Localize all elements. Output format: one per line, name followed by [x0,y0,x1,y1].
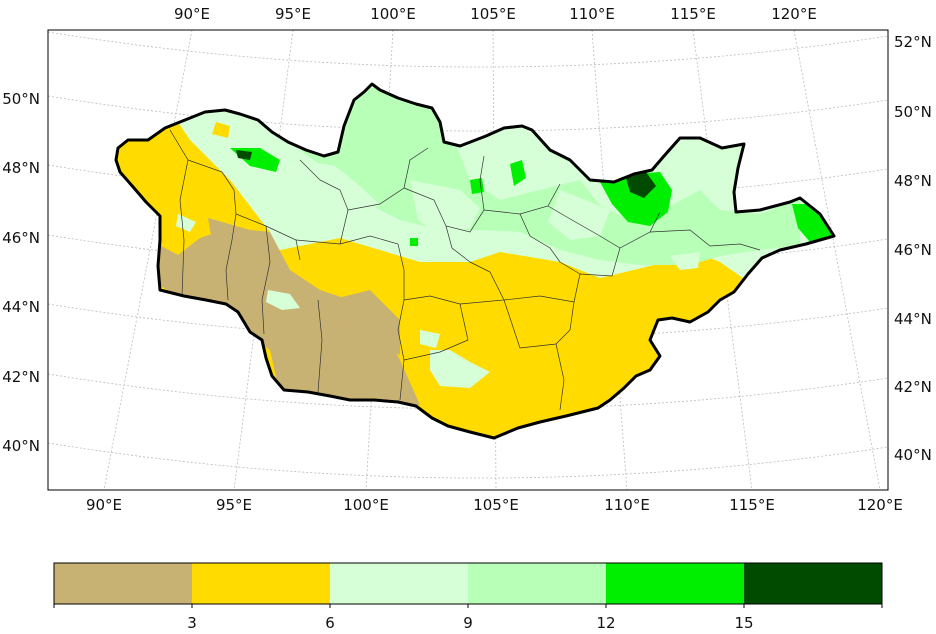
top-lon-label: 105°E [470,5,516,23]
right-lat-label: 50°N [894,103,932,121]
top-lon-label: 100°E [370,5,416,23]
bottom-lon-label: 90°E [86,496,122,514]
mongolia-border [114,82,836,440]
top-longitude-labels: 90°E 95°E 100°E 105°E 110°E 115°E 120°E [174,5,817,23]
colorbar-segment [744,563,882,604]
bottom-lon-label: 100°E [343,496,389,514]
colorbar-segment [330,563,468,604]
bottom-lon-label: 95°E [216,496,252,514]
left-lat-label: 44°N [2,298,40,316]
top-lon-label: 115°E [670,5,716,23]
left-lat-label: 40°N [2,437,40,455]
right-latitude-labels: 52°N 50°N 48°N 46°N 44°N 42°N 40°N [894,33,932,464]
left-lat-label: 48°N [2,159,40,177]
left-lat-label: 46°N [2,229,40,247]
right-lat-label: 46°N [894,241,932,259]
latitude-gridline [48,95,888,132]
colorbar-tick-label: 6 [325,614,335,632]
bottom-lon-label: 115°E [729,496,775,514]
colorbar-tick-label: 12 [596,614,615,632]
colorbar-tick-label: 9 [463,614,473,632]
colorbar: 3 6 9 12 15 [53,562,883,632]
colorbar-segment [54,563,192,604]
left-latitude-labels: 50°N 48°N 46°N 44°N 42°N 40°N [2,90,40,455]
bottom-lon-label: 110°E [604,496,650,514]
latitude-gridline [48,31,888,68]
colorbar-segment [606,563,744,604]
top-lon-label: 95°E [275,5,311,23]
colorbar-tick-label: 15 [734,614,753,632]
colorbar-segment [192,563,330,604]
top-lon-label: 90°E [174,5,210,23]
colorbar-tick-label: 3 [187,614,197,632]
bottom-lon-label: 105°E [473,496,519,514]
latitude-gridline [48,442,888,479]
meridian-gridline [492,30,497,490]
right-lat-label: 52°N [894,33,932,51]
left-lat-label: 42°N [2,368,40,386]
bottom-longitude-labels: 90°E 95°E 100°E 105°E 110°E 115°E 120°E [86,496,903,514]
bottom-lon-label: 120°E [857,496,903,514]
right-lat-label: 42°N [894,378,932,396]
right-lat-label: 48°N [894,172,932,190]
meridian-gridline [233,30,294,490]
right-lat-label: 40°N [894,446,932,464]
map-frame [47,29,889,491]
left-lat-label: 50°N [2,90,40,108]
meridian-gridline [793,30,881,490]
meridian-gridline [692,30,753,490]
meridian-gridline [591,30,628,490]
top-lon-label: 110°E [569,5,615,23]
colorbar-segment [468,563,606,604]
province-lines [169,129,761,411]
right-lat-label: 44°N [894,310,932,328]
top-lon-label: 120°E [771,5,817,23]
